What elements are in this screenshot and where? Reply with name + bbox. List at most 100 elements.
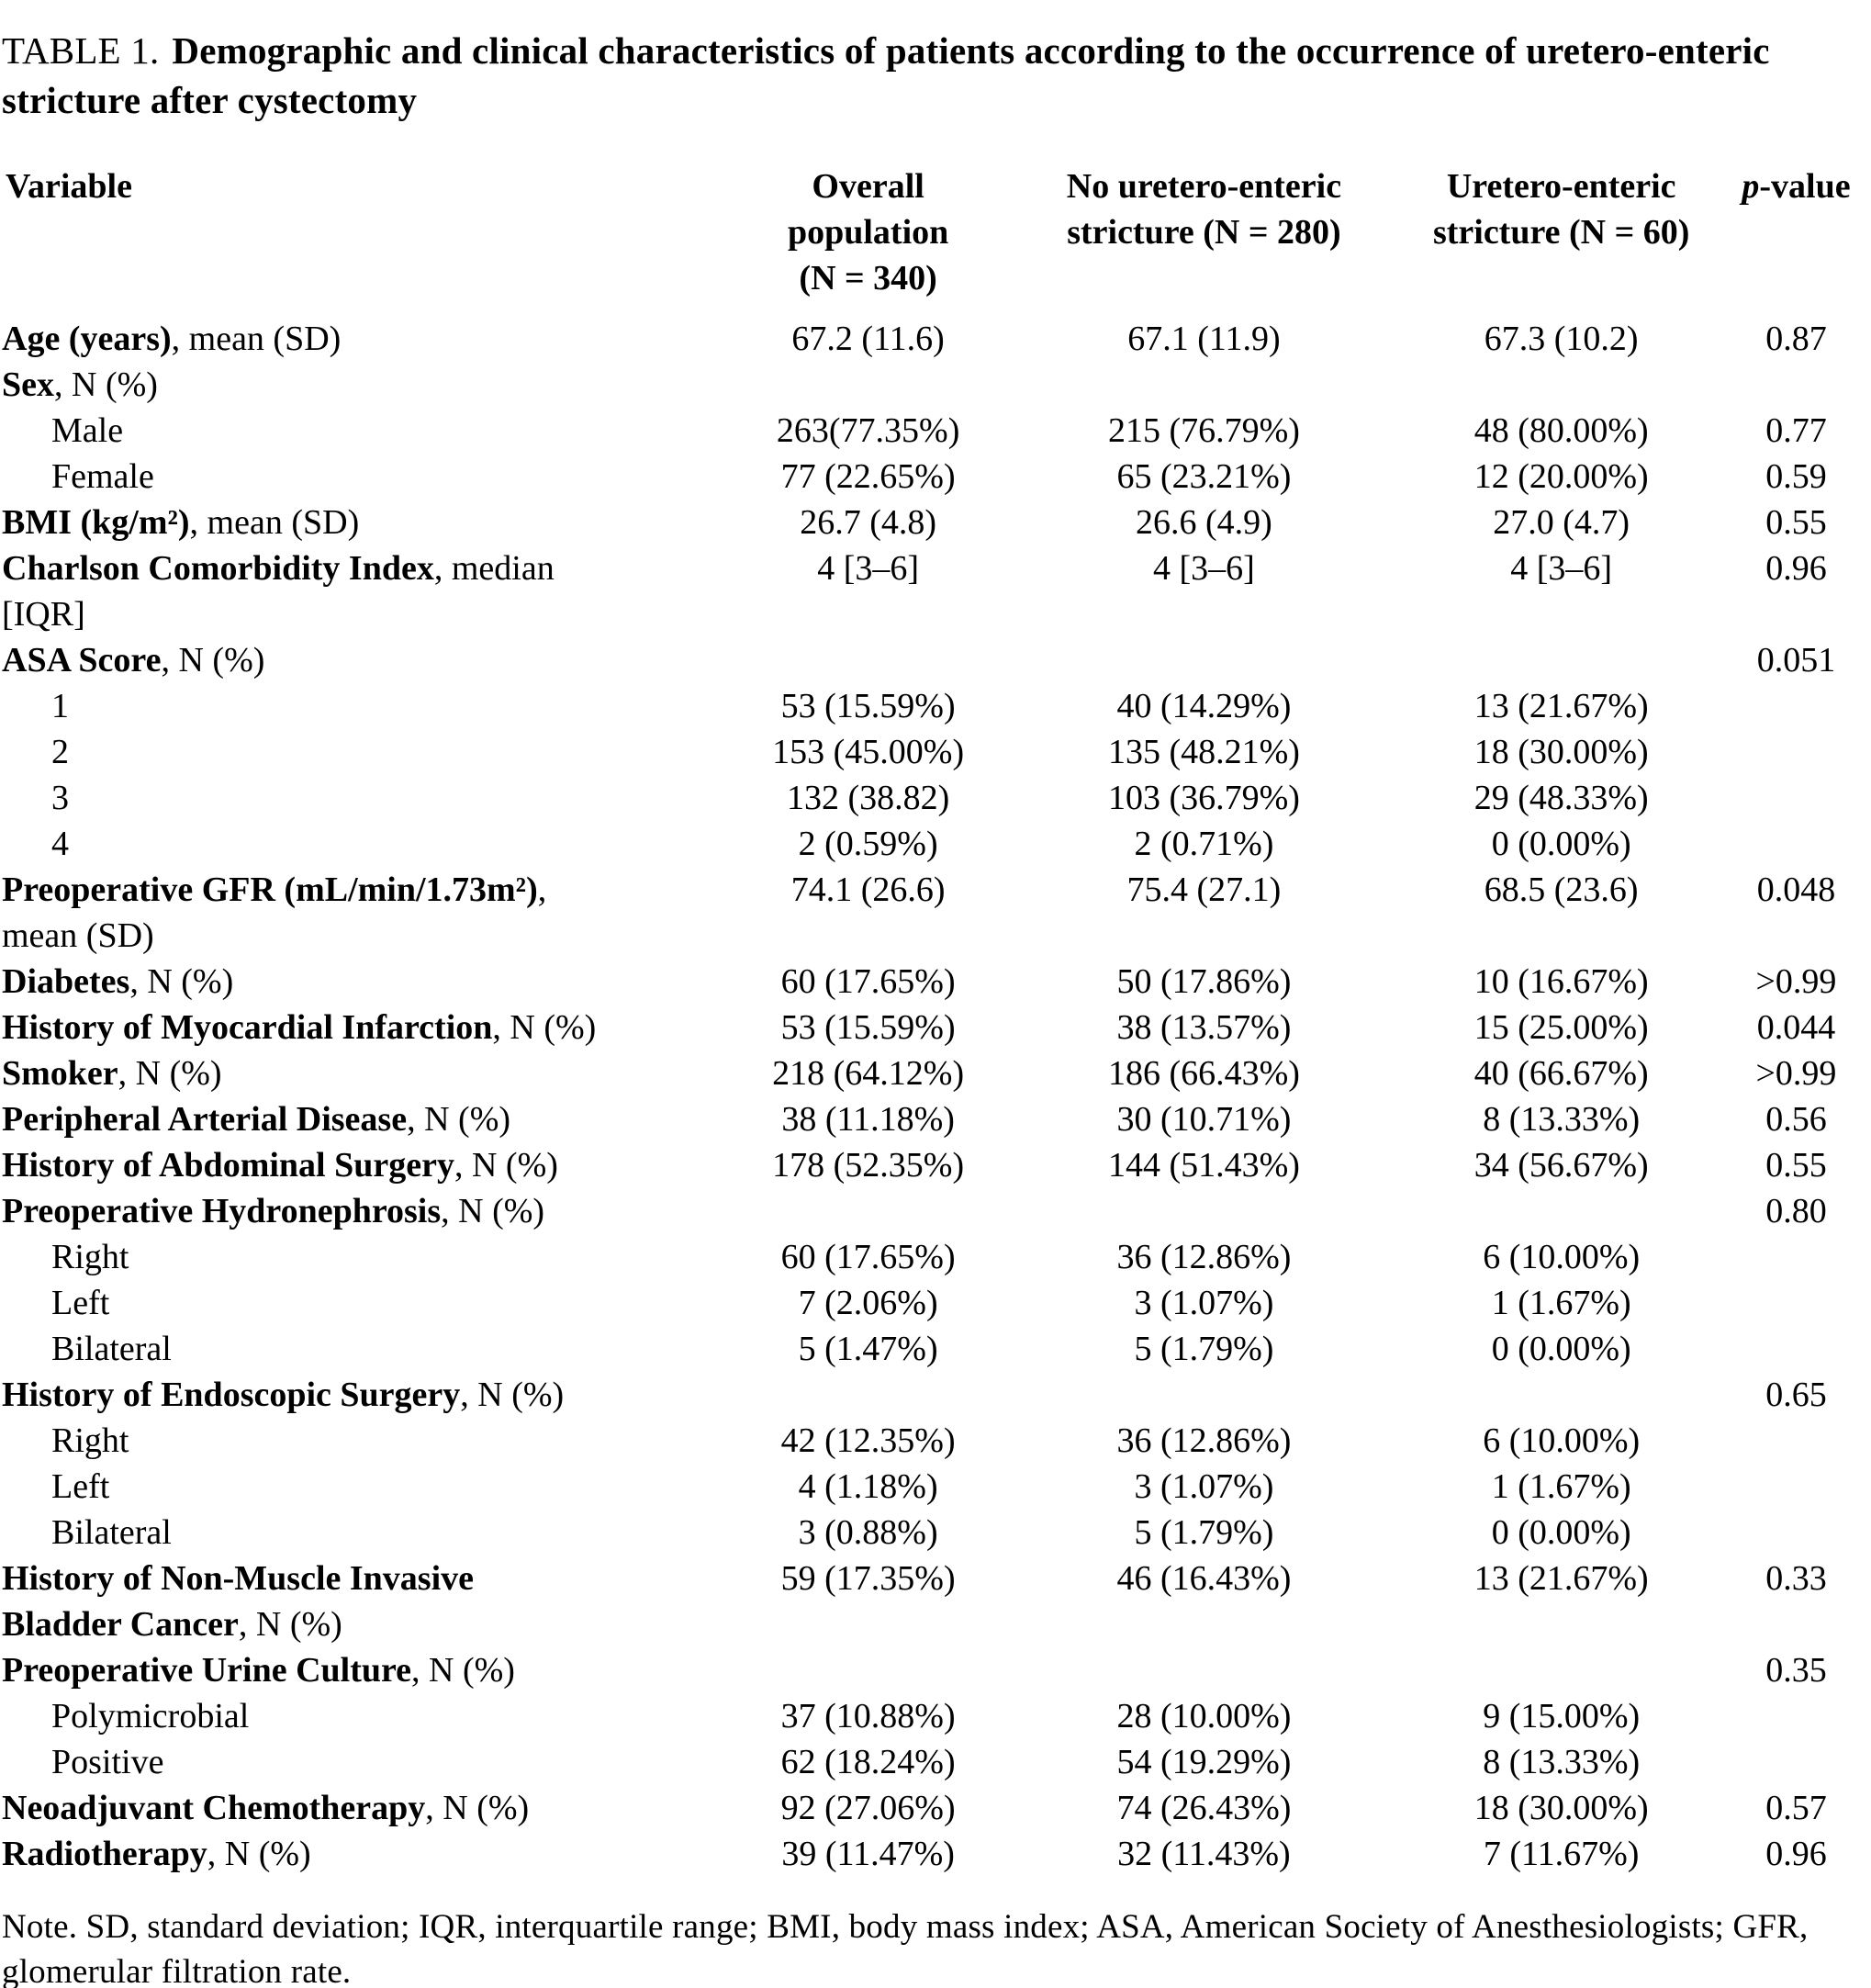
cell-no-stricture: 65 (23.21%) — [1116, 457, 1292, 496]
cell-overall: 59 (17.35%) — [780, 1559, 956, 1598]
cell-no-stricture: 26.6 (4.9) — [1136, 503, 1272, 542]
variable-label: Neoadjuvant Chemotherapy, N (%) — [0, 1785, 730, 1831]
cell-stricture: 48 (80.00%) — [1473, 411, 1649, 450]
variable-name: Preoperative Urine Culture — [2, 1651, 412, 1690]
cell-p-value: >0.99 — [1755, 962, 1837, 1001]
variable-descriptor: Right — [51, 1238, 129, 1276]
variable-name: BMI (kg/m²) — [2, 503, 190, 542]
cell-p-value — [1721, 1234, 1871, 1280]
variable-descriptor: , N (%) — [492, 1008, 597, 1047]
variable-descriptor: , mean (SD) — [171, 320, 342, 358]
variable-label: 4 — [0, 821, 730, 867]
cell-stricture: 0 (0.00%) — [1491, 1513, 1631, 1552]
table-title-text: Demographic and clinical characteristics… — [2, 29, 1770, 121]
variable-descriptor: , N (%) — [207, 1835, 311, 1873]
cell-stricture: 10 (16.67%) — [1473, 962, 1649, 1001]
cell-no-stricture — [1006, 1188, 1401, 1234]
table-row: Preoperative Urine Culture, N (%) 0.35 — [0, 1647, 1871, 1693]
cell-stricture — [1401, 637, 1720, 683]
cell-no-stricture: 46 (16.43%) — [1116, 1559, 1292, 1598]
cell-p-value: 0.57 — [1765, 1789, 1827, 1827]
table-row: Left 7 (2.06%) 3 (1.07%) 1 (1.67%) — [0, 1280, 1871, 1326]
cell-overall: 53 (15.59%) — [780, 687, 956, 725]
variable-label: Charlson Comorbidity Index, median [IQR] — [0, 545, 730, 637]
cell-stricture: 15 (25.00%) — [1473, 1008, 1649, 1047]
cell-no-stricture: 38 (13.57%) — [1116, 1008, 1292, 1047]
cell-p-value — [1721, 821, 1871, 867]
cell-stricture: 9 (15.00%) — [1483, 1697, 1641, 1735]
variable-label: 1 — [0, 683, 730, 729]
cell-overall: 92 (27.06%) — [780, 1789, 956, 1827]
cell-p-value: 0.96 — [1765, 549, 1827, 588]
table-row: History of Myocardial Infarction, N (%) 5… — [0, 1005, 1871, 1050]
cell-overall: 178 (52.35%) — [772, 1146, 965, 1185]
variable-label: Age (years), mean (SD) — [0, 316, 730, 362]
variable-label: Radiotherapy, N (%) — [0, 1831, 730, 1877]
cell-overall — [730, 1188, 1007, 1234]
table-caption: TABLE 1. Demographic and clinical charact… — [0, 6, 1871, 140]
table-number: TABLE 1. — [2, 29, 160, 72]
table-row: 3 132 (38.82) 103 (36.79%) 29 (48.33%) — [0, 775, 1871, 821]
table-row: 4 2 (0.59%) 2 (0.71%) 0 (0.00%) — [0, 821, 1871, 867]
table-row: ASA Score, N (%) 0.051 — [0, 637, 1871, 683]
variable-label: History of Myocardial Infarction, N (%) — [0, 1005, 730, 1050]
cell-stricture: 29 (48.33%) — [1473, 779, 1649, 817]
cell-p-value — [1721, 1418, 1871, 1464]
variable-label: 3 — [0, 775, 730, 821]
cell-stricture: 34 (56.67%) — [1473, 1146, 1649, 1185]
cell-p-value: 0.96 — [1765, 1835, 1827, 1873]
variable-label: ASA Score, N (%) — [0, 637, 730, 683]
table-row: History of Abdominal Surgery, N (%) 178 (… — [0, 1142, 1871, 1188]
cell-no-stricture: 32 (11.43%) — [1117, 1835, 1291, 1873]
variable-label: BMI (kg/m²), mean (SD) — [0, 500, 730, 545]
cell-overall: 60 (17.65%) — [780, 1238, 956, 1276]
variable-name: Neoadjuvant Chemotherapy — [2, 1789, 426, 1827]
variable-label: History of Non-Muscle Invasive Bladder C… — [0, 1556, 730, 1647]
table-row: Positive 62 (18.24%) 54 (19.29%) 8 (13.33%) — [0, 1739, 1871, 1785]
variable-label: Right — [0, 1418, 730, 1464]
cell-overall: 74.1 (26.6) — [790, 870, 946, 909]
variable-label: Preoperative Urine Culture, N (%) — [0, 1647, 730, 1693]
table-row: 2 153 (45.00%) 135 (48.21%) 18 (30.00%) — [0, 729, 1871, 775]
cell-stricture: 1 (1.67%) — [1491, 1467, 1631, 1506]
variable-label: History of Abdominal Surgery, N (%) — [0, 1142, 730, 1188]
table-row: Smoker, N (%) 218 (64.12%) 186 (66.43%) 40 … — [0, 1050, 1871, 1096]
variable-descriptor: , N (%) — [118, 1054, 222, 1093]
cell-stricture: 27.0 (4.7) — [1493, 503, 1630, 542]
variable-descriptor: , median [IQR] — [2, 549, 555, 634]
p-value-italic-p: p — [1742, 167, 1760, 206]
cell-p-value: 0.65 — [1765, 1376, 1827, 1414]
variable-descriptor: Right — [51, 1421, 129, 1460]
cell-no-stricture: 3 (1.07%) — [1134, 1284, 1274, 1322]
cell-overall: 26.7 (4.8) — [800, 503, 937, 542]
variable-name: History of Endoscopic Surgery — [2, 1376, 461, 1414]
cell-stricture: 6 (10.00%) — [1483, 1238, 1641, 1276]
variable-descriptor: , N (%) — [411, 1651, 515, 1690]
variable-label: Male — [0, 408, 730, 454]
characteristics-table: Variable Overall population (N = 340) No… — [0, 149, 1871, 1877]
table-row: Bilateral 3 (0.88%) 5 (1.79%) 0 (0.00%) — [0, 1510, 1871, 1556]
variable-descriptor: , N (%) — [238, 1605, 342, 1644]
variable-name: Preoperative GFR (mL/min/1.73m²) — [2, 870, 538, 909]
table-row: Left 4 (1.18%) 3 (1.07%) 1 (1.67%) — [0, 1464, 1871, 1510]
cell-no-stricture: 28 (10.00%) — [1116, 1697, 1292, 1735]
cell-no-stricture: 135 (48.21%) — [1107, 733, 1300, 771]
cell-stricture: 67.3 (10.2) — [1484, 320, 1639, 358]
cell-overall — [730, 362, 1007, 408]
table-row: Age (years), mean (SD) 67.2 (11.6) 67.1 (1… — [0, 316, 1871, 362]
column-header-variable: Variable — [6, 167, 132, 206]
cell-overall: 39 (11.47%) — [781, 1835, 955, 1873]
cell-stricture: 12 (20.00%) — [1473, 457, 1649, 496]
table-row: Male 263(77.35%) 215 (76.79%) 48 (80.00%) 0.… — [0, 408, 1871, 454]
cell-p-value — [1721, 1510, 1871, 1556]
cell-stricture: 18 (30.00%) — [1473, 1789, 1649, 1827]
cell-no-stricture: 103 (36.79%) — [1107, 779, 1300, 817]
cell-no-stricture: 215 (76.79%) — [1107, 411, 1300, 450]
variable-name: History of Myocardial Infarction — [2, 1008, 493, 1047]
cell-p-value: 0.80 — [1765, 1192, 1827, 1230]
table-row: Female 77 (22.65%) 65 (23.21%) 12 (20.00%) 0… — [0, 454, 1871, 500]
table-row: 1 53 (15.59%) 40 (14.29%) 13 (21.67%) — [0, 683, 1871, 729]
cell-no-stricture: 67.1 (11.9) — [1127, 320, 1281, 358]
variable-descriptor: Polymicrobial — [51, 1697, 250, 1735]
table-row: Peripheral Arterial Disease, N (%) 38 (11… — [0, 1096, 1871, 1142]
